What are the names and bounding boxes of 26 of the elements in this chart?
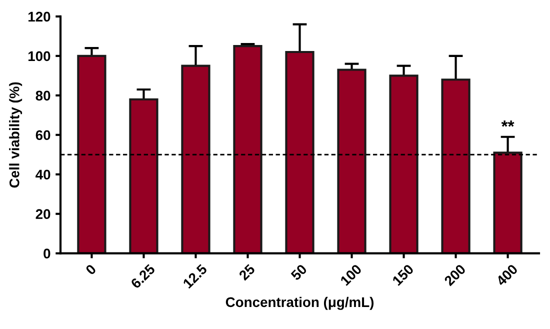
y-tick-label: 100: [28, 51, 50, 62]
bar: [337, 68, 366, 254]
y-tick-label: 60: [36, 130, 50, 140]
x-tick-label: 50: [290, 264, 308, 281]
y-axis-title: Cell viability (%): [9, 82, 22, 188]
y-tick-label: 0: [44, 248, 50, 258]
bar: [233, 45, 262, 254]
bar: [441, 78, 470, 254]
x-tick-label: 150: [392, 264, 414, 286]
bar: [389, 74, 418, 254]
bar: [181, 64, 210, 254]
x-tick-label: 25: [238, 264, 256, 281]
y-tick-label: 80: [36, 90, 50, 101]
annotation: **: [501, 120, 514, 127]
x-axis-title: Concentration (μg/mL): [226, 296, 374, 310]
x-tick-label: 100: [340, 264, 362, 286]
bar: [285, 50, 314, 254]
y-tick-label: 20: [36, 209, 50, 220]
x-tick-label: 0: [85, 264, 97, 276]
y-tick-label: 40: [36, 170, 50, 180]
bar: [493, 152, 522, 254]
bar: [129, 98, 158, 254]
x-tick-label: 400: [495, 264, 518, 286]
y-tick-label: 120: [28, 12, 50, 22]
bar: [77, 54, 106, 254]
x-tick-label: 200: [444, 264, 466, 286]
